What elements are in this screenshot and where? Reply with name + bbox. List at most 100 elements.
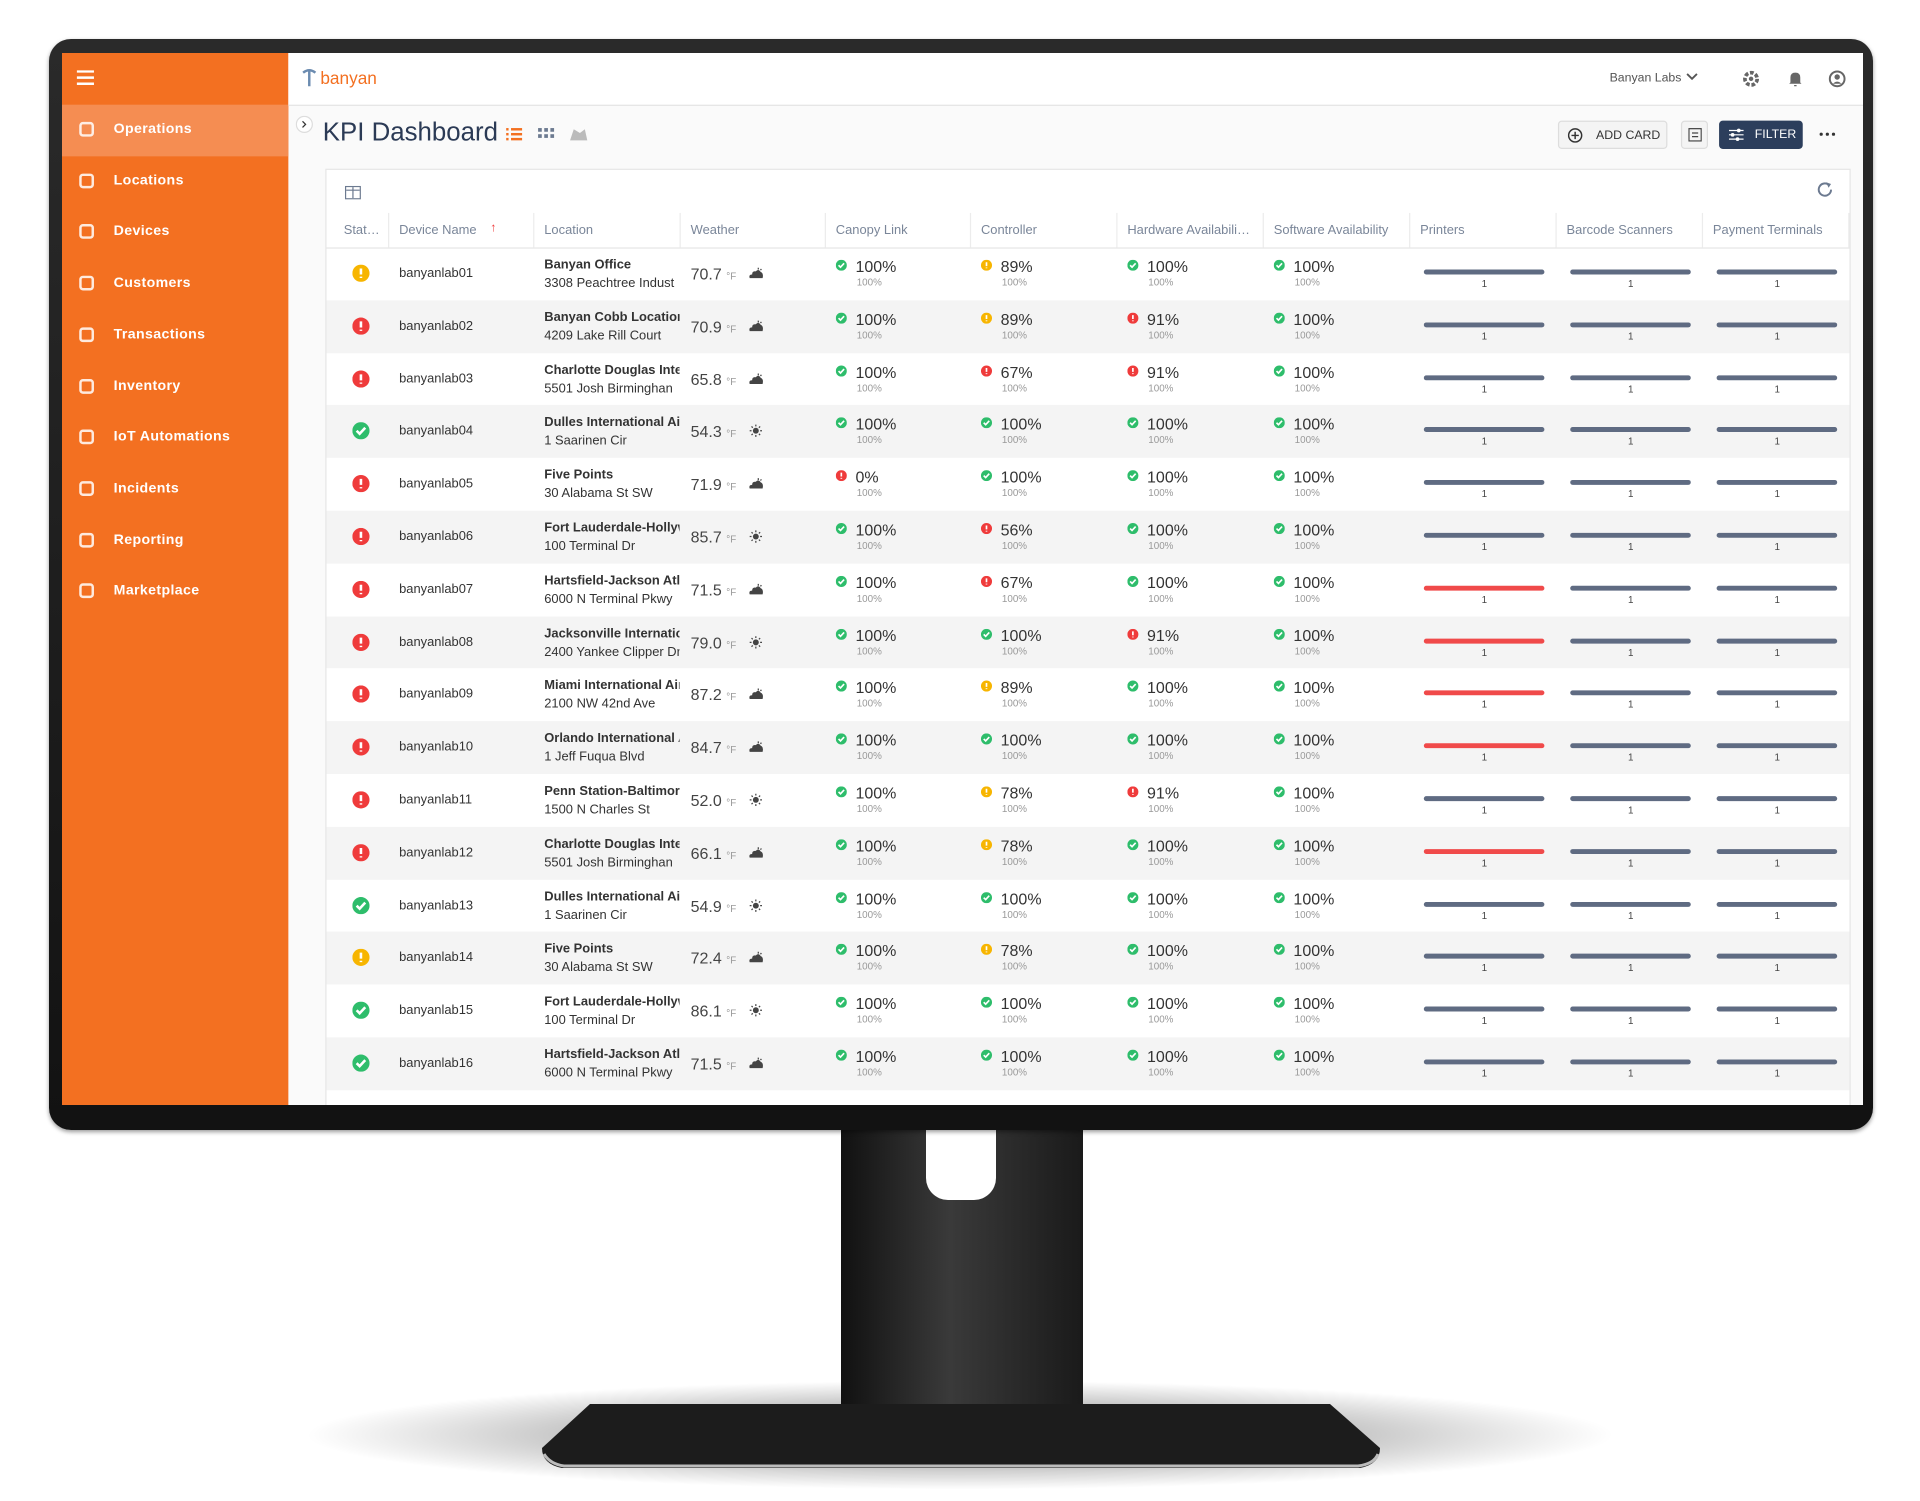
- nav-item[interactable]: Inventory: [62, 361, 288, 413]
- status-glyph: [1275, 578, 1283, 585]
- table-row[interactable]: banyanlab08 Jacksonville Internatio 2400 Y…: [326, 616, 1850, 669]
- nav-item[interactable]: Devices: [62, 207, 288, 259]
- screen: Operations Locations Devices Customers Trans…: [62, 53, 1863, 1105]
- profile-icon[interactable]: [1828, 70, 1846, 88]
- nav-item[interactable]: Marketplace: [62, 566, 288, 618]
- nav-label: Locations: [113, 173, 184, 188]
- collapse-toggle[interactable]: [295, 115, 313, 133]
- sun: [752, 1007, 759, 1014]
- table-row[interactable]: banyanlab16 Hartsfield-Jackson Atl 6000 N …: [326, 1037, 1850, 1090]
- kpi-value: 100%: [855, 889, 897, 908]
- table-row[interactable]: banyanlab10 Orlando International A 1 Jeff…: [326, 721, 1850, 774]
- refresh-button[interactable]: [1816, 181, 1833, 198]
- columns-toggle[interactable]: [344, 185, 361, 200]
- kpi-value: 89%: [1000, 678, 1033, 697]
- nav-item[interactable]: Incidents: [62, 464, 288, 516]
- status-glyph: [1275, 368, 1283, 374]
- status-icon: [980, 1049, 993, 1061]
- nav-icon: [79, 275, 94, 291]
- nav-icon: [79, 532, 94, 548]
- table-row[interactable]: banyanlab09 Miami International Air 2100 N…: [326, 669, 1849, 722]
- sidebar: Operations Locations Devices Customers Trans…: [62, 53, 289, 1105]
- view-switcher[interactable]: [506, 126, 592, 143]
- device-name: banyanlab07: [399, 581, 474, 597]
- status-glyph: [837, 420, 845, 427]
- cloud: [749, 480, 763, 489]
- brand: banyan: [320, 67, 377, 88]
- device-count: 1: [1628, 857, 1634, 869]
- device-count: 1: [1628, 1068, 1634, 1080]
- status-icon: [1273, 628, 1285, 640]
- column-header[interactable]: Payment Terminals: [1703, 212, 1850, 248]
- export-button[interactable]: [1680, 120, 1709, 149]
- sun: [752, 428, 759, 435]
- column-header[interactable]: Printers: [1410, 212, 1557, 248]
- table-row[interactable]: banyanlab12 Charlotte Douglas Inte 5501 Jo…: [326, 826, 1850, 880]
- menu-button[interactable]: [76, 70, 94, 85]
- status-icon: [1273, 312, 1285, 324]
- kpi-value: 100%: [855, 362, 897, 382]
- kpi-sub: 100%: [1148, 645, 1174, 657]
- notifications-icon[interactable]: [1787, 70, 1804, 87]
- column-header[interactable]: Location: [534, 212, 681, 248]
- status-icon: [352, 317, 370, 335]
- status-icon: [980, 365, 993, 377]
- status-glyph: [837, 947, 845, 953]
- table-row[interactable]: banyanlab11 Penn Station-Baltimore 1500 N …: [326, 774, 1849, 827]
- device-count: 1: [1481, 752, 1488, 764]
- account-menu[interactable]: Banyan Labs: [1609, 71, 1682, 85]
- column-header[interactable]: Software Availability: [1264, 212, 1411, 248]
- status-glyph: [1129, 262, 1137, 269]
- device-count: 1: [1481, 330, 1488, 342]
- nav-item[interactable]: Customers: [62, 259, 288, 311]
- table-row[interactable]: banyanlab05 Five Points 30 Alabama St SW 71…: [326, 458, 1849, 511]
- table-row[interactable]: banyanlab15 Fort Lauderdale-Hollyw 100 Ter…: [326, 985, 1849, 1038]
- device-count: 1: [1481, 541, 1488, 553]
- column-header[interactable]: Hardware Availabili…: [1118, 212, 1264, 248]
- column-header[interactable]: Device Name: [389, 212, 535, 248]
- status-icon: [1127, 575, 1139, 587]
- location-address: 1 Saarinen Cir: [544, 907, 627, 923]
- nav-item[interactable]: Locations: [62, 156, 288, 208]
- column-header[interactable]: Weather: [681, 212, 826, 248]
- kpi-value: 100%: [1147, 889, 1188, 908]
- table-row[interactable]: banyanlab03 Charlotte Douglas Inte 5501 Jo…: [326, 353, 1849, 406]
- sun: [752, 796, 759, 803]
- status-glyph: [983, 420, 990, 427]
- column-header[interactable]: Canopy Link: [826, 212, 972, 248]
- status-icon: [1273, 733, 1285, 745]
- table-row[interactable]: banyanlab02 Banyan Cobb Location 4209 Lake…: [326, 300, 1850, 353]
- kpi-sub: 100%: [856, 961, 882, 973]
- device-name: banyanlab01: [399, 265, 474, 281]
- kpi-sub: 100%: [1001, 1066, 1028, 1078]
- nav-item[interactable]: Transactions: [62, 310, 288, 362]
- table-row[interactable]: banyanlab13 Dulles International Air 1 Saa…: [326, 879, 1849, 932]
- table-row[interactable]: banyanlab04 Dulles International Air 1 Saa…: [326, 405, 1850, 459]
- kpi-sub: 100%: [1294, 698, 1320, 710]
- status-glyph: [837, 842, 845, 848]
- table-row[interactable]: banyanlab14 Five Points 30 Alabama St SW 72…: [326, 931, 1850, 985]
- status-icon: [1273, 891, 1285, 903]
- kpi-sub: 100%: [1148, 434, 1174, 446]
- table-row[interactable]: banyanlab01 Banyan Office 3308 Peachtree I…: [326, 247, 1849, 300]
- account-chevron[interactable]: [1686, 73, 1698, 83]
- nav-label: IoT Automations: [113, 429, 231, 445]
- column-header[interactable]: Stat…: [334, 212, 390, 248]
- nav-item[interactable]: Reporting: [62, 515, 288, 567]
- nav-item[interactable]: Operations: [62, 104, 289, 157]
- add-card-button[interactable]: ADD CARD: [1557, 120, 1668, 149]
- device-bar: [1423, 954, 1545, 960]
- filter-button[interactable]: FILTER: [1719, 120, 1803, 149]
- nav-item[interactable]: IoT Automations: [62, 413, 288, 465]
- more-menu[interactable]: [1819, 132, 1836, 137]
- status-icon: [352, 949, 370, 967]
- status-icon: [835, 365, 847, 377]
- settings-icon[interactable]: [1742, 70, 1760, 87]
- column-header[interactable]: Barcode Scanners: [1557, 212, 1704, 248]
- column-header[interactable]: Controller: [971, 212, 1118, 248]
- table-row[interactable]: banyanlab06 Fort Lauderdale-Hollyw 100 Ter…: [326, 510, 1850, 564]
- table-row[interactable]: banyanlab07 Hartsfield-Jackson Atl 6000 N …: [326, 563, 1849, 616]
- kpi-sub: 100%: [1294, 434, 1320, 446]
- nav-label: Inventory: [113, 378, 181, 394]
- location-name: Fort Lauderdale-Hollyw: [544, 520, 680, 536]
